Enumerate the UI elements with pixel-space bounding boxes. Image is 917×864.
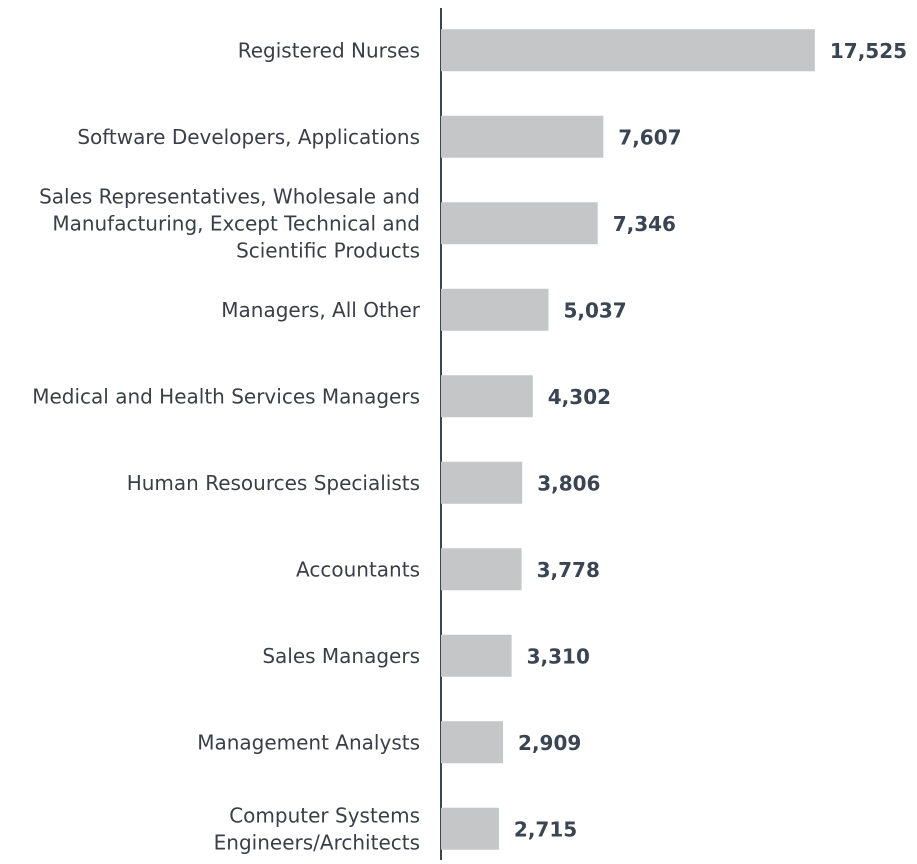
category-label-line: Registered Nurses bbox=[238, 38, 420, 62]
value-label: 7,607 bbox=[618, 125, 681, 149]
category-label-line: Manufacturing, Except Technical and bbox=[52, 211, 420, 235]
value-label: 3,806 bbox=[537, 471, 600, 495]
category-label-line: Engineers/Architects bbox=[214, 830, 420, 854]
category-label-line: Human Resources Specialists bbox=[127, 470, 420, 494]
category-label-line: Managers, All Other bbox=[221, 297, 421, 321]
value-label: 3,778 bbox=[537, 558, 600, 582]
bar bbox=[441, 634, 512, 677]
category-label-line: Sales Managers bbox=[262, 643, 420, 667]
category-label: Management Analysts bbox=[197, 730, 420, 754]
category-label: Medical and Health Services Managers bbox=[32, 384, 420, 408]
value-label: 2,909 bbox=[518, 731, 581, 755]
bar bbox=[441, 375, 533, 418]
category-label: Sales Representatives, Wholesale and Manu… bbox=[39, 184, 420, 262]
category-label: Managers, All Other bbox=[221, 297, 421, 321]
value-label: 4,302 bbox=[548, 385, 611, 409]
category-label: Accountants bbox=[296, 557, 420, 581]
category-label: Human Resources Specialists bbox=[127, 470, 420, 494]
bar bbox=[441, 115, 604, 158]
category-label: Registered Nurses bbox=[238, 38, 420, 62]
value-label: 5,037 bbox=[563, 298, 626, 322]
category-label: Software Developers, Applications bbox=[77, 124, 420, 148]
bar bbox=[441, 202, 598, 245]
category-label-line: Accountants bbox=[296, 557, 420, 581]
value-label: 2,715 bbox=[514, 817, 577, 841]
category-label-line: Medical and Health Services Managers bbox=[32, 384, 420, 408]
category-label: Sales Managers bbox=[262, 643, 420, 667]
category-label: Computer Systems Engineers/Architects bbox=[214, 803, 420, 854]
bar bbox=[441, 288, 549, 331]
bar bbox=[441, 548, 522, 591]
category-label-line: Scientific Products bbox=[236, 238, 420, 262]
bar bbox=[441, 29, 815, 72]
category-label-line: Management Analysts bbox=[197, 730, 420, 754]
value-label: 17,525 bbox=[830, 39, 907, 63]
value-label: 7,346 bbox=[613, 212, 676, 236]
bar bbox=[441, 807, 499, 850]
category-label-line: Software Developers, Applications bbox=[77, 124, 420, 148]
bar bbox=[441, 461, 523, 504]
value-label: 3,310 bbox=[527, 644, 590, 668]
category-label-line: Computer Systems bbox=[229, 803, 420, 827]
bar bbox=[441, 721, 504, 764]
category-label-line: Sales Representatives, Wholesale and bbox=[39, 184, 420, 208]
